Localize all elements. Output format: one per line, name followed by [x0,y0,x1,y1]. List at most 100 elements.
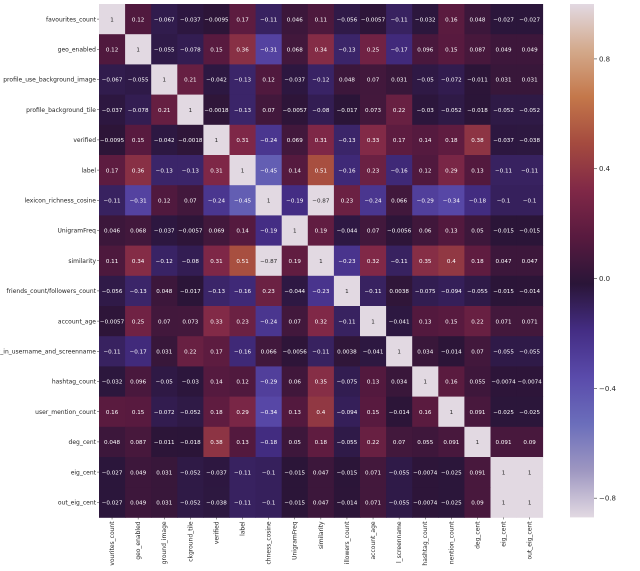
cell-annotation: 0.16 [106,410,119,416]
cell-annotation: −0.11 [521,168,539,174]
cell-annotation: 0.31 [210,259,223,265]
cell-annotation: −0.038 [206,501,227,507]
cell-annotation: −0.0057 [100,319,125,325]
heatmap-cell [151,215,178,246]
cell-annotation: −0.19 [286,199,304,205]
heatmap-cell [490,94,517,126]
cell-annotation: −0.015 [284,501,305,507]
cell-annotation: −0.067 [102,78,123,84]
cell-annotation: 0.17 [236,17,249,23]
cell-annotation: −0.0074 [413,470,438,476]
heatmap-cell [464,396,491,428]
cell-annotation: 0.25 [132,319,145,325]
heatmap-cell [229,155,256,186]
heatmap-cell [360,94,387,126]
heatmap-cell [412,185,439,216]
cell-annotation: −0.87 [260,259,278,265]
cell-annotation: 0.35 [419,259,432,265]
cell-annotations: 1 0.12 −0.067 −0.037 −0.0095 0.17 −0.11 0.046 0.… [100,17,542,506]
cell-annotation: −0.24 [364,199,382,205]
cell-annotation: −0.13 [208,289,226,295]
column-label: vourites_count [109,521,116,566]
heatmap-cell [255,487,283,518]
cell-annotation: −0.17 [130,350,148,356]
heatmap-cell [255,306,283,337]
heatmap-cell [307,245,335,277]
cell-annotation: −0.11 [338,319,356,325]
heatmap-cell [125,64,152,95]
cell-annotation: 0.031 [522,78,538,84]
cell-annotation: −0.11 [234,501,252,507]
cell-annotation: 0.22 [184,350,196,356]
heatmap-cell [464,275,491,307]
row-label: friends_count/followers_count [6,288,96,295]
heatmap-cell [151,487,178,518]
cell-annotation: −0.31 [130,199,148,205]
heatmap-cell [516,396,544,428]
heatmap-cell [177,215,204,246]
cell-annotation: −0.015 [337,470,358,476]
cell-annotation: −0.032 [415,17,436,23]
heatmap-cell [438,155,465,186]
cell-annotation: −0.044 [337,229,358,235]
row-label: deg_cent [69,439,97,446]
cell-annotation: 0.073 [182,319,198,325]
heatmap-cell [412,215,439,246]
heatmap-cell [516,426,544,458]
heatmap-cell [386,275,413,307]
column-label: UnigramFreq [292,521,299,560]
heatmap-cell [177,275,204,307]
cell-annotation: −0.29 [417,199,435,205]
heatmap-cell [99,64,126,95]
heatmap-cell [203,336,230,367]
cell-annotation: 0.31 [315,138,328,144]
heatmap-cell [412,4,439,35]
heatmap-cell [151,245,178,277]
cell-annotation: −0.18 [469,199,487,205]
cell-annotation: 0.068 [130,229,146,235]
heatmap-cell [177,155,204,186]
cell-annotation: −0.055 [389,470,410,476]
heatmap-cell [307,366,335,397]
column-label: nention_count [448,521,455,564]
cell-annotation: 0.031 [156,501,172,507]
cell-annotation: −0.24 [208,199,226,205]
cell-annotation: 0.23 [262,289,275,295]
cell-annotation: 0.091 [469,470,485,476]
row-label: eig_cent [71,469,97,476]
cell-annotation: 0.091 [496,440,512,446]
heatmap-cell [177,336,204,367]
heatmap-cell [516,366,544,397]
heatmap-cell [490,245,517,277]
heatmap-cell [99,336,126,367]
heatmap-cell [438,94,465,126]
heatmap-cell [438,426,465,458]
column-label: deg_cent [474,521,481,549]
row-label: user_mention_count [35,409,96,416]
cell-annotation: −0.015 [284,470,305,476]
cell-annotation: −0.075 [337,380,358,386]
heatmap-cell [360,185,387,216]
heatmap-cell [99,34,126,65]
cell-annotation: 0.35 [315,380,328,386]
cell-annotation: 0.07 [158,319,171,325]
heatmap-cell [125,366,152,397]
heatmap-cell [333,185,361,216]
cell-annotation: 0.51 [315,168,328,174]
cell-annotation: 0.049 [496,48,512,54]
heatmap-cell [281,366,309,397]
heatmap-cell [177,94,204,126]
heatmap-cell [490,275,517,307]
heatmap-cell [386,94,413,126]
heatmap-cell [464,336,491,367]
heatmap-cell [438,396,465,428]
cell-annotation: 1 [293,229,297,235]
heatmap-cell [490,487,517,518]
cell-annotation: −0.0074 [413,501,438,507]
heatmap-cell [125,336,152,367]
heatmap-cell [386,245,413,277]
cell-annotation: 1 [110,17,114,23]
heatmap-cell [99,4,126,35]
heatmap-cell [516,34,544,65]
cell-annotation: 0.049 [130,470,146,476]
